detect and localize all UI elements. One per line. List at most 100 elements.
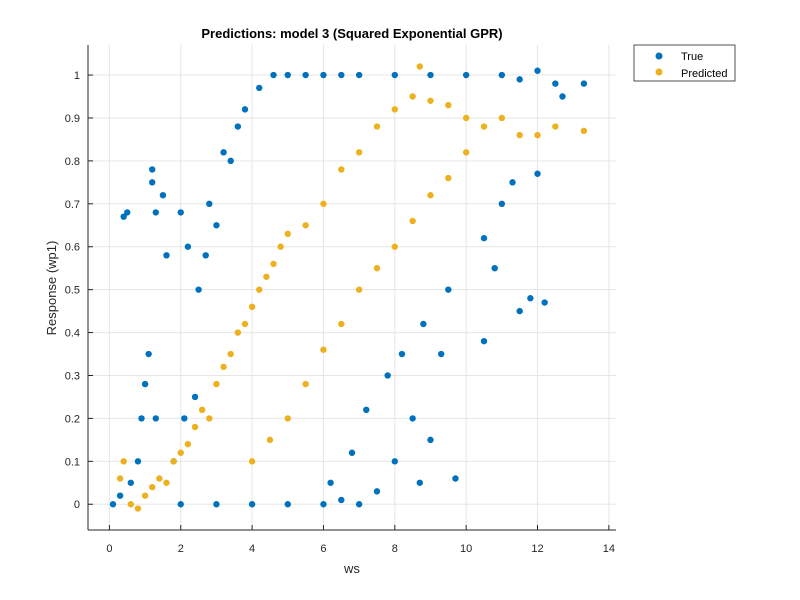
true-point xyxy=(163,252,170,259)
true-point xyxy=(498,200,506,208)
predicted-point xyxy=(320,200,327,208)
true-point xyxy=(373,488,381,495)
true-point xyxy=(220,149,227,156)
true-point xyxy=(109,501,117,508)
y-tick-label: 0.2 xyxy=(65,413,80,425)
true-point xyxy=(580,80,588,87)
predicted-point xyxy=(355,149,363,156)
predicted-point xyxy=(320,346,327,353)
true-point xyxy=(202,252,209,259)
true-point xyxy=(124,209,131,216)
true-point xyxy=(327,479,334,486)
true-point xyxy=(184,243,192,250)
true-point xyxy=(227,157,234,165)
predicted-point xyxy=(220,363,227,371)
predicted-point xyxy=(127,501,135,508)
true-point xyxy=(391,71,399,79)
true-point xyxy=(152,415,159,422)
true-point xyxy=(437,350,445,358)
true-point xyxy=(391,458,399,465)
predicted-point xyxy=(116,475,124,482)
predicted-point xyxy=(445,174,452,182)
predicted-point xyxy=(156,475,163,482)
predicted-point xyxy=(427,192,434,199)
true-point xyxy=(534,170,541,177)
true-point xyxy=(559,93,566,100)
true-point xyxy=(195,286,202,293)
y-tick-label: 0.3 xyxy=(65,370,80,382)
predicted-point xyxy=(480,123,488,130)
true-point xyxy=(284,501,291,508)
predicted-point xyxy=(266,436,274,444)
true-point xyxy=(355,501,363,508)
true-point xyxy=(552,80,559,87)
predicted-point xyxy=(373,264,381,272)
true-point xyxy=(445,286,452,293)
y-tick-label: 0.5 xyxy=(65,285,80,297)
true-point xyxy=(462,71,470,79)
true-point xyxy=(541,299,548,306)
true-point xyxy=(145,350,152,358)
true-point xyxy=(177,209,184,216)
plot-area xyxy=(88,45,616,530)
true-point xyxy=(420,320,427,328)
true-point xyxy=(534,67,541,74)
predicted-point xyxy=(263,273,270,280)
true-point xyxy=(120,213,127,220)
true-point xyxy=(516,307,523,315)
true-point xyxy=(398,350,406,358)
predicted-point xyxy=(409,93,416,100)
predicted-point xyxy=(177,449,184,456)
true-point xyxy=(181,415,188,422)
true-point xyxy=(159,192,167,199)
true-point xyxy=(363,406,370,414)
predicted-point xyxy=(284,415,291,422)
predicted-point xyxy=(427,97,434,104)
predicted-point xyxy=(184,440,192,448)
predicted-point xyxy=(234,329,242,336)
predicted-point xyxy=(302,380,309,388)
predicted-point xyxy=(534,131,541,139)
true-point xyxy=(498,71,506,79)
true-point xyxy=(149,166,156,173)
x-tick-label: 10 xyxy=(460,543,472,555)
true-point xyxy=(409,415,416,422)
true-point xyxy=(234,123,242,130)
y-tick-label: 0 xyxy=(74,499,80,511)
x-tick-label: 4 xyxy=(249,543,255,555)
true-point xyxy=(384,372,391,379)
x-tick-label: 8 xyxy=(392,543,398,555)
true-point xyxy=(134,458,142,465)
x-tick-label: 14 xyxy=(603,543,615,555)
true-point xyxy=(338,71,345,79)
predicted-point xyxy=(191,423,199,431)
predicted-point xyxy=(462,114,470,122)
true-point xyxy=(191,393,199,401)
true-point xyxy=(206,200,213,208)
true-point xyxy=(516,76,523,83)
legend-label-predicted: Predicted xyxy=(681,68,727,80)
series-predicted-points xyxy=(116,63,588,512)
predicted-point xyxy=(163,479,170,486)
true-point xyxy=(348,449,356,456)
predicted-point xyxy=(338,166,345,173)
predicted-point xyxy=(284,230,291,238)
y-axis-ticks: 0 0.1 0.2 0.3 0.4 0.5 0.6 0.7 0.8 0.9 1 xyxy=(65,70,93,511)
true-point xyxy=(116,492,124,499)
series-true-points xyxy=(109,67,588,508)
true-point xyxy=(284,71,291,79)
true-point xyxy=(416,479,423,486)
predicted-point xyxy=(373,123,381,130)
true-point xyxy=(152,209,159,216)
true-point xyxy=(270,71,277,79)
y-axis-title: Response (wp1) xyxy=(44,241,59,336)
predicted-point xyxy=(302,222,309,229)
true-point xyxy=(213,222,220,229)
true-point xyxy=(127,479,135,486)
true-point xyxy=(509,179,516,186)
predicted-point xyxy=(355,286,363,293)
predicted-point xyxy=(516,131,523,139)
true-point xyxy=(427,436,434,444)
true-point xyxy=(527,295,534,302)
